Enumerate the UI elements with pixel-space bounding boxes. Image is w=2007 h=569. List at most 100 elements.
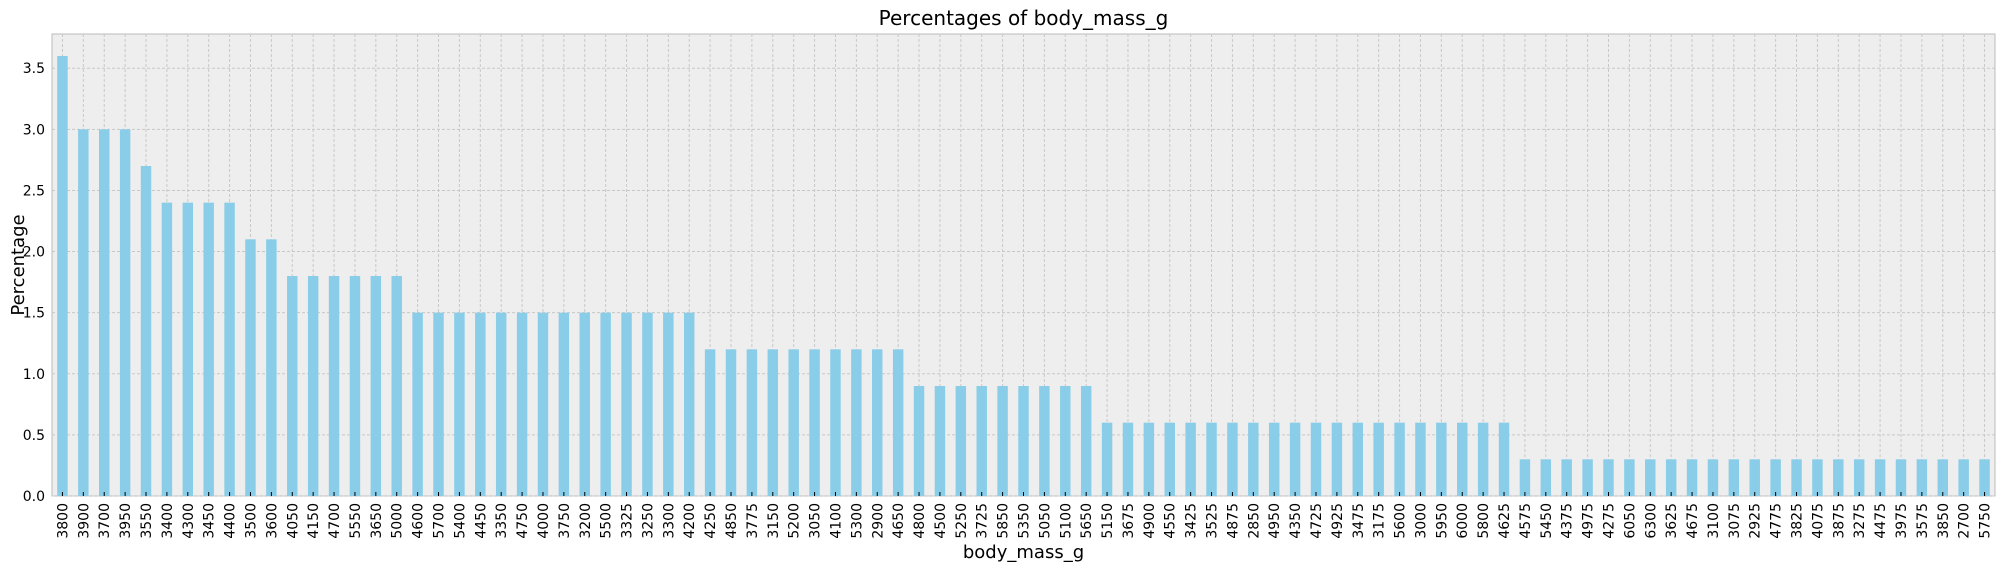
x-tick-label: 5650 — [1079, 503, 1095, 539]
bar — [1812, 459, 1823, 496]
chart-title: Percentages of body_mass_g — [879, 6, 1169, 30]
x-tick-label: 4075 — [1810, 503, 1826, 539]
x-tick-label: 4150 — [306, 503, 322, 539]
x-tick-label: 5700 — [432, 503, 448, 539]
bar — [1833, 459, 1844, 496]
x-tick-labels: 3800 3900 3700 3950 3550 3400 4300 3450 4400 3500… — [55, 492, 1994, 539]
bar — [1582, 459, 1593, 496]
x-tick-label: 4675 — [1685, 503, 1701, 539]
bar — [1540, 459, 1552, 496]
bar — [454, 312, 465, 496]
x-tick-label: 3825 — [1790, 503, 1806, 539]
bar — [1206, 422, 1217, 496]
bar — [1227, 422, 1238, 496]
x-tick-label: 3150 — [766, 503, 782, 539]
bar — [1707, 459, 1719, 496]
x-tick-label: 4450 — [473, 503, 489, 539]
bar — [1352, 422, 1364, 496]
x-tick-label: 4350 — [1288, 503, 1304, 539]
bar — [1477, 422, 1489, 496]
bar — [1728, 459, 1740, 496]
x-tick-label: 3300 — [661, 503, 677, 539]
bar — [892, 349, 904, 496]
x-tick-label: 4975 — [1581, 503, 1597, 539]
x-tick-label: 3950 — [118, 503, 134, 539]
x-tick-label: 4750 — [515, 503, 531, 539]
x-tick-label: 5250 — [954, 503, 970, 539]
x-tick-label: 4875 — [1225, 503, 1241, 539]
x-tick-label: 4250 — [703, 503, 719, 539]
bar — [349, 276, 361, 496]
x-tick-label: 4650 — [891, 503, 907, 539]
bar — [1645, 459, 1656, 496]
bar — [119, 129, 131, 497]
x-tick-label: 3850 — [1936, 503, 1952, 539]
x-tick-label: 4625 — [1497, 503, 1513, 539]
x-tick-label: 4400 — [223, 503, 239, 539]
bar — [1791, 459, 1802, 496]
bar — [1289, 422, 1301, 496]
x-tick-label: 5000 — [390, 503, 406, 539]
bar — [1331, 422, 1343, 496]
x-tick-label: 4375 — [1560, 503, 1576, 539]
bar — [370, 276, 382, 496]
bar — [99, 129, 110, 497]
x-tick-label: 3450 — [202, 503, 218, 539]
bar — [663, 312, 674, 496]
x-tick-label: 3775 — [745, 503, 761, 539]
x-tick-label: 3325 — [620, 503, 636, 539]
x-tick-label: 3250 — [640, 503, 656, 539]
bar — [1665, 459, 1677, 496]
x-tick-label: 4200 — [682, 503, 698, 539]
x-tick-label: 3675 — [1121, 503, 1137, 539]
x-tick-label: 3700 — [97, 503, 113, 539]
bar — [809, 349, 820, 496]
x-tick-label: 3000 — [1413, 503, 1429, 539]
x-tick-label: 4925 — [1330, 503, 1346, 539]
bar — [1624, 459, 1635, 496]
x-tick-label: 4700 — [327, 503, 343, 539]
bar — [1874, 459, 1886, 496]
x-tick-label: 5850 — [996, 503, 1012, 539]
bar — [1373, 422, 1384, 496]
bar — [140, 166, 152, 496]
bar — [1937, 459, 1948, 496]
x-tick-label: 4725 — [1309, 503, 1325, 539]
bar — [725, 349, 737, 496]
bar — [1498, 422, 1510, 496]
bar — [976, 386, 987, 496]
bar — [1143, 422, 1155, 496]
bar — [788, 349, 799, 496]
x-tick-label: 4600 — [411, 503, 427, 539]
x-tick-label: 3650 — [369, 503, 385, 539]
bar — [913, 386, 925, 496]
x-tick-label: 3975 — [1894, 503, 1910, 539]
bar — [1164, 422, 1175, 496]
bar — [642, 312, 653, 496]
bar — [851, 349, 862, 496]
bar — [767, 349, 779, 496]
x-tick-label: 3475 — [1351, 503, 1367, 539]
bar — [245, 239, 256, 497]
x-tick-label: 4000 — [536, 503, 552, 539]
x-tick-label: 3050 — [808, 503, 824, 539]
x-tick-label: 4100 — [828, 503, 844, 539]
x-tick-label: 3275 — [1852, 503, 1868, 539]
x-tick-label: 5100 — [1058, 503, 1074, 539]
bar — [1394, 422, 1405, 496]
x-tick-label: 4800 — [912, 503, 928, 539]
x-tick-label: 3800 — [55, 503, 71, 539]
bar — [224, 202, 235, 496]
x-tick-label: 4575 — [1518, 503, 1534, 539]
bar — [1853, 459, 1865, 496]
bar — [287, 276, 298, 496]
x-tick-label: 6050 — [1622, 503, 1638, 539]
x-axis-label: body_mass_g — [963, 542, 1084, 563]
bar — [704, 349, 716, 496]
bar — [475, 312, 486, 496]
bar — [1310, 422, 1322, 496]
y-tick-labels: 0.0 0.5 1.0 1.5 2.0 2.5 3.0 3.5 — [23, 61, 45, 505]
bar — [1958, 459, 1969, 496]
x-tick-label: 3900 — [76, 503, 92, 539]
